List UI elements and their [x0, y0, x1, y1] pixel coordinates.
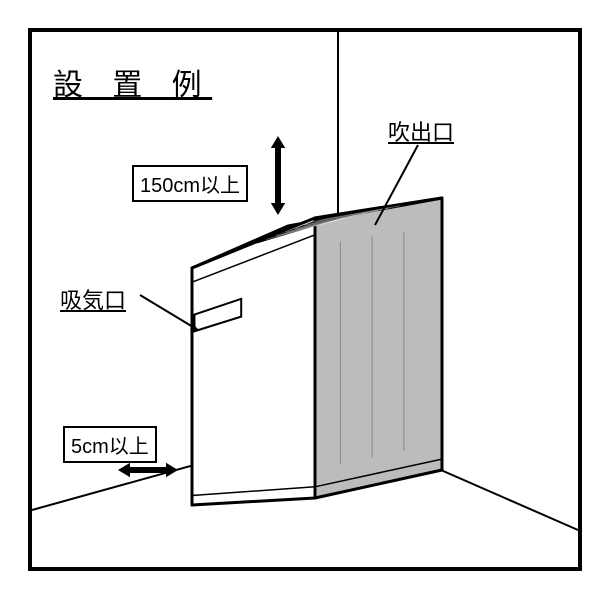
clearance-top-label: 150cm以上: [132, 165, 248, 202]
air-inlet-label: 吸気口: [60, 283, 126, 315]
appliance-body: [192, 198, 442, 505]
air-outlet-label: 吹出口: [388, 115, 454, 147]
clearance-side-label: 5cm以上: [63, 426, 157, 463]
diagram-canvas: 設 置 例 150cm以上 5cm以上 吹出口 吸気口: [0, 0, 610, 610]
